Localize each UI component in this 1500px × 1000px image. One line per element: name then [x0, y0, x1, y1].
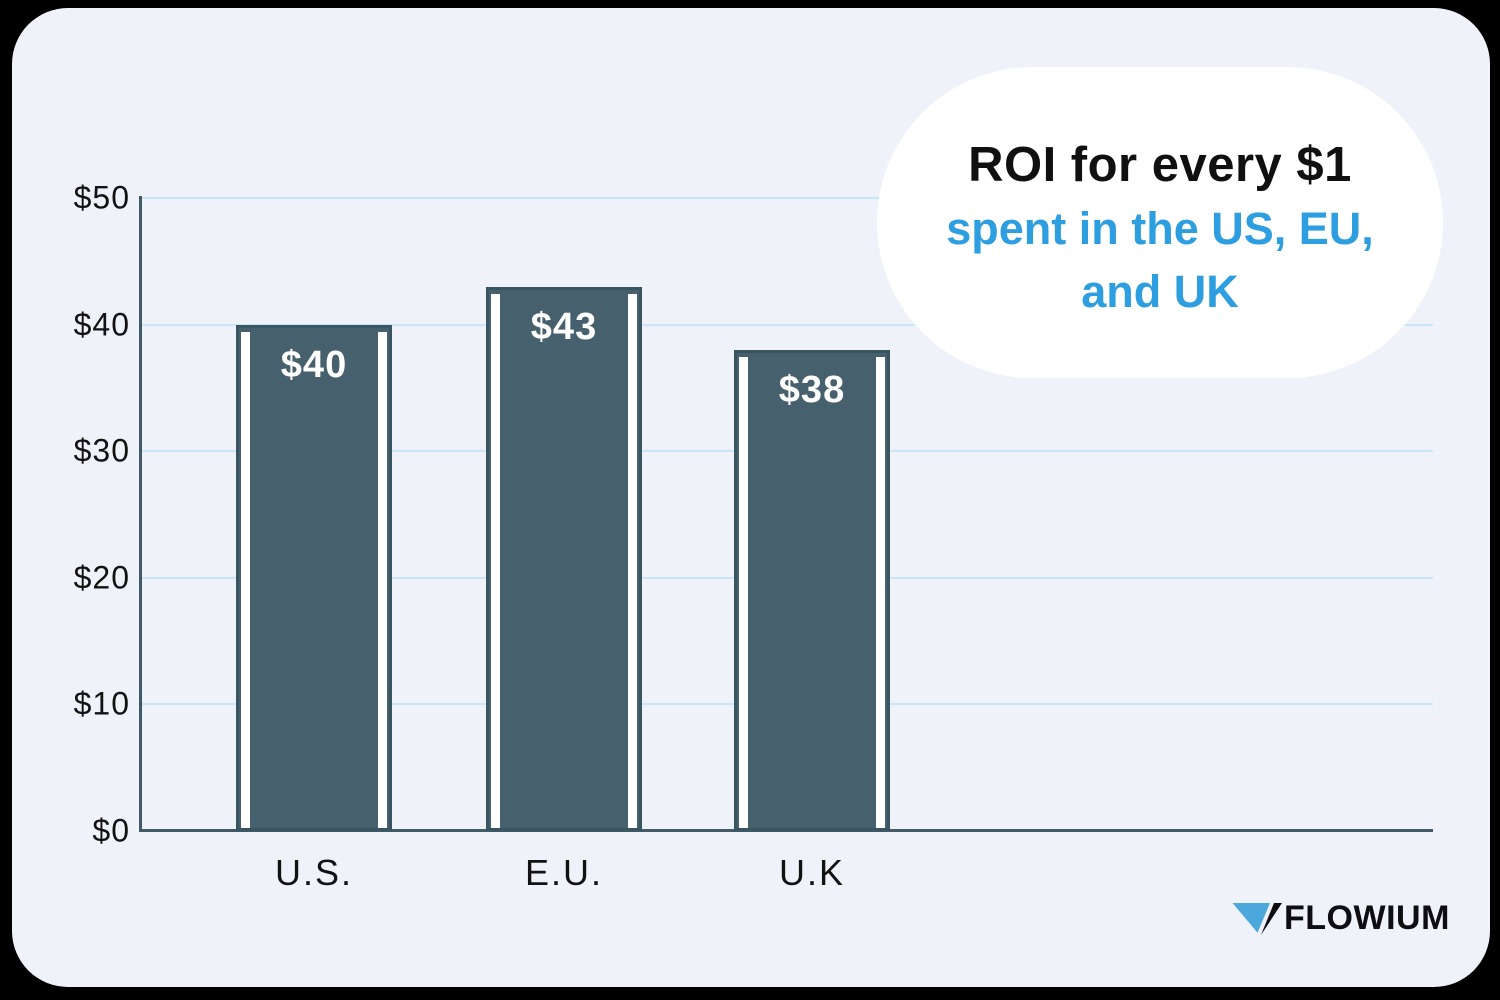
y-tick-label: $50 — [73, 179, 130, 216]
bar-us: $40 — [236, 324, 392, 831]
bar-stripe — [876, 356, 885, 828]
chart-title-line1: ROI for every $1 — [968, 138, 1352, 192]
bar-stripe — [628, 293, 637, 828]
bar-uk: $38 — [734, 349, 890, 831]
bar-value-label: $43 — [530, 305, 598, 348]
x-category-label: U.K — [778, 852, 845, 893]
infographic-card: $0 $10 $20 $30 $40 $50 $40 $43 $38 U.S. E.U. U.K … — [12, 8, 1490, 987]
y-tick-label: $40 — [73, 306, 130, 343]
bar-stripe — [739, 356, 748, 828]
gridline — [139, 323, 1433, 326]
chart-title-line2: spent in the US, EU, — [946, 203, 1374, 254]
logo-text: FLOWIUM — [1284, 898, 1450, 937]
bar-value-label: $40 — [280, 343, 348, 386]
chart-stage: $0 $10 $20 $30 $40 $50 $40 $43 $38 U.S. E.U. U.K … — [12, 8, 1490, 987]
bar-stripe — [378, 331, 387, 828]
bar-value-label: $38 — [778, 368, 846, 411]
title-bubble: ROI for every $1 spent in the US, EU, an… — [877, 67, 1443, 378]
y-tick-label: $20 — [73, 559, 130, 596]
bar-stripe — [241, 331, 250, 828]
y-tick-label: $30 — [73, 432, 130, 469]
y-axis-line — [139, 196, 142, 832]
x-category-label: U.S. — [274, 852, 353, 893]
bar-stripe — [491, 293, 500, 828]
flowium-triangle-icon — [1230, 898, 1282, 938]
y-tick-label: $0 — [92, 812, 130, 849]
chart-title-line3: and UK — [1081, 266, 1239, 317]
y-tick-label: $10 — [73, 685, 130, 722]
gridline — [139, 197, 1433, 199]
bar-eu: $43 — [486, 286, 642, 831]
flowium-logo: FLOWIUM — [1230, 896, 1450, 940]
x-category-label: E.U. — [524, 852, 603, 893]
